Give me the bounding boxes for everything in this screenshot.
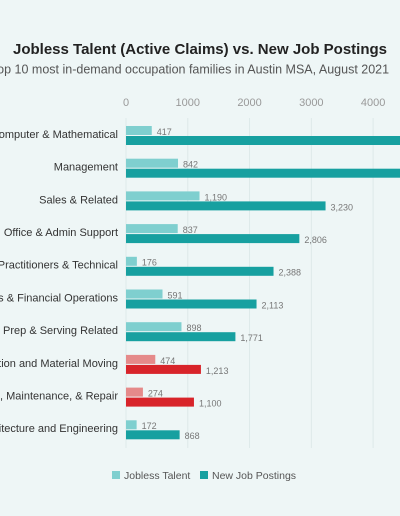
y-tick-label: Sales & Related bbox=[39, 194, 118, 206]
value-label: 2,113 bbox=[262, 300, 284, 310]
value-label: 1,190 bbox=[205, 192, 228, 202]
bar bbox=[126, 387, 143, 397]
value-label: 176 bbox=[142, 258, 157, 268]
bar bbox=[126, 397, 194, 407]
bar bbox=[126, 364, 201, 374]
bar bbox=[126, 168, 400, 178]
bar bbox=[126, 322, 182, 332]
chart-subtitle: Top 10 most in-demand occupation familie… bbox=[0, 62, 389, 76]
x-tick-label: 4000 bbox=[361, 97, 385, 109]
bar bbox=[126, 266, 274, 276]
y-tick-label: Office & Admin Support bbox=[4, 227, 118, 239]
value-label: 172 bbox=[142, 421, 157, 431]
bar bbox=[126, 201, 326, 211]
value-label: 3,230 bbox=[331, 202, 354, 212]
value-label: 2,806 bbox=[304, 235, 327, 245]
value-label: 2,388 bbox=[279, 268, 302, 278]
value-label: 274 bbox=[148, 388, 163, 398]
value-label: 842 bbox=[183, 160, 198, 170]
legend-label: Jobless Talent bbox=[124, 470, 190, 482]
value-label: 591 bbox=[168, 290, 183, 300]
x-tick-label: 2000 bbox=[237, 97, 261, 109]
bar bbox=[126, 136, 400, 145]
x-tick-label: 0 bbox=[123, 97, 129, 109]
value-label: 868 bbox=[185, 431, 200, 441]
bar bbox=[126, 234, 300, 244]
bar bbox=[126, 332, 236, 342]
bar bbox=[126, 299, 257, 309]
bar bbox=[126, 256, 137, 266]
value-label: 898 bbox=[186, 323, 201, 333]
y-tick-label: ation and Material Moving bbox=[0, 358, 118, 370]
value-label: 1,213 bbox=[206, 366, 229, 376]
y-tick-label: omputer & Mathematical bbox=[0, 129, 118, 141]
value-label: 474 bbox=[160, 356, 175, 366]
value-label: 417 bbox=[157, 127, 172, 137]
y-tick-label: d Prep & Serving Related bbox=[0, 325, 118, 337]
value-label: 1,100 bbox=[199, 398, 222, 408]
y-tick-label: Management bbox=[54, 162, 118, 174]
y-tick-label: Practitioners & Technical bbox=[0, 260, 118, 272]
bar bbox=[126, 191, 200, 201]
value-label: 1,771 bbox=[240, 333, 263, 343]
bar bbox=[126, 354, 156, 364]
legend-swatch bbox=[112, 471, 120, 479]
x-tick-label: 3000 bbox=[299, 97, 323, 109]
bar bbox=[126, 289, 163, 299]
y-tick-label: itecture and Engineering bbox=[0, 423, 118, 435]
legend-swatch bbox=[200, 471, 208, 479]
bar bbox=[126, 158, 179, 168]
chart-title: Jobless Talent (Active Claims) vs. New J… bbox=[13, 41, 387, 58]
bar bbox=[126, 224, 178, 234]
x-tick-label: 1000 bbox=[176, 97, 200, 109]
y-tick-label: , Maintenance, & Repair bbox=[0, 391, 118, 403]
bar bbox=[126, 430, 180, 440]
bar bbox=[126, 420, 137, 430]
bar bbox=[126, 126, 152, 135]
legend-label: New Job Postings bbox=[212, 470, 296, 482]
value-label: 837 bbox=[183, 225, 198, 235]
y-tick-label: s & Financial Operations bbox=[0, 292, 118, 304]
